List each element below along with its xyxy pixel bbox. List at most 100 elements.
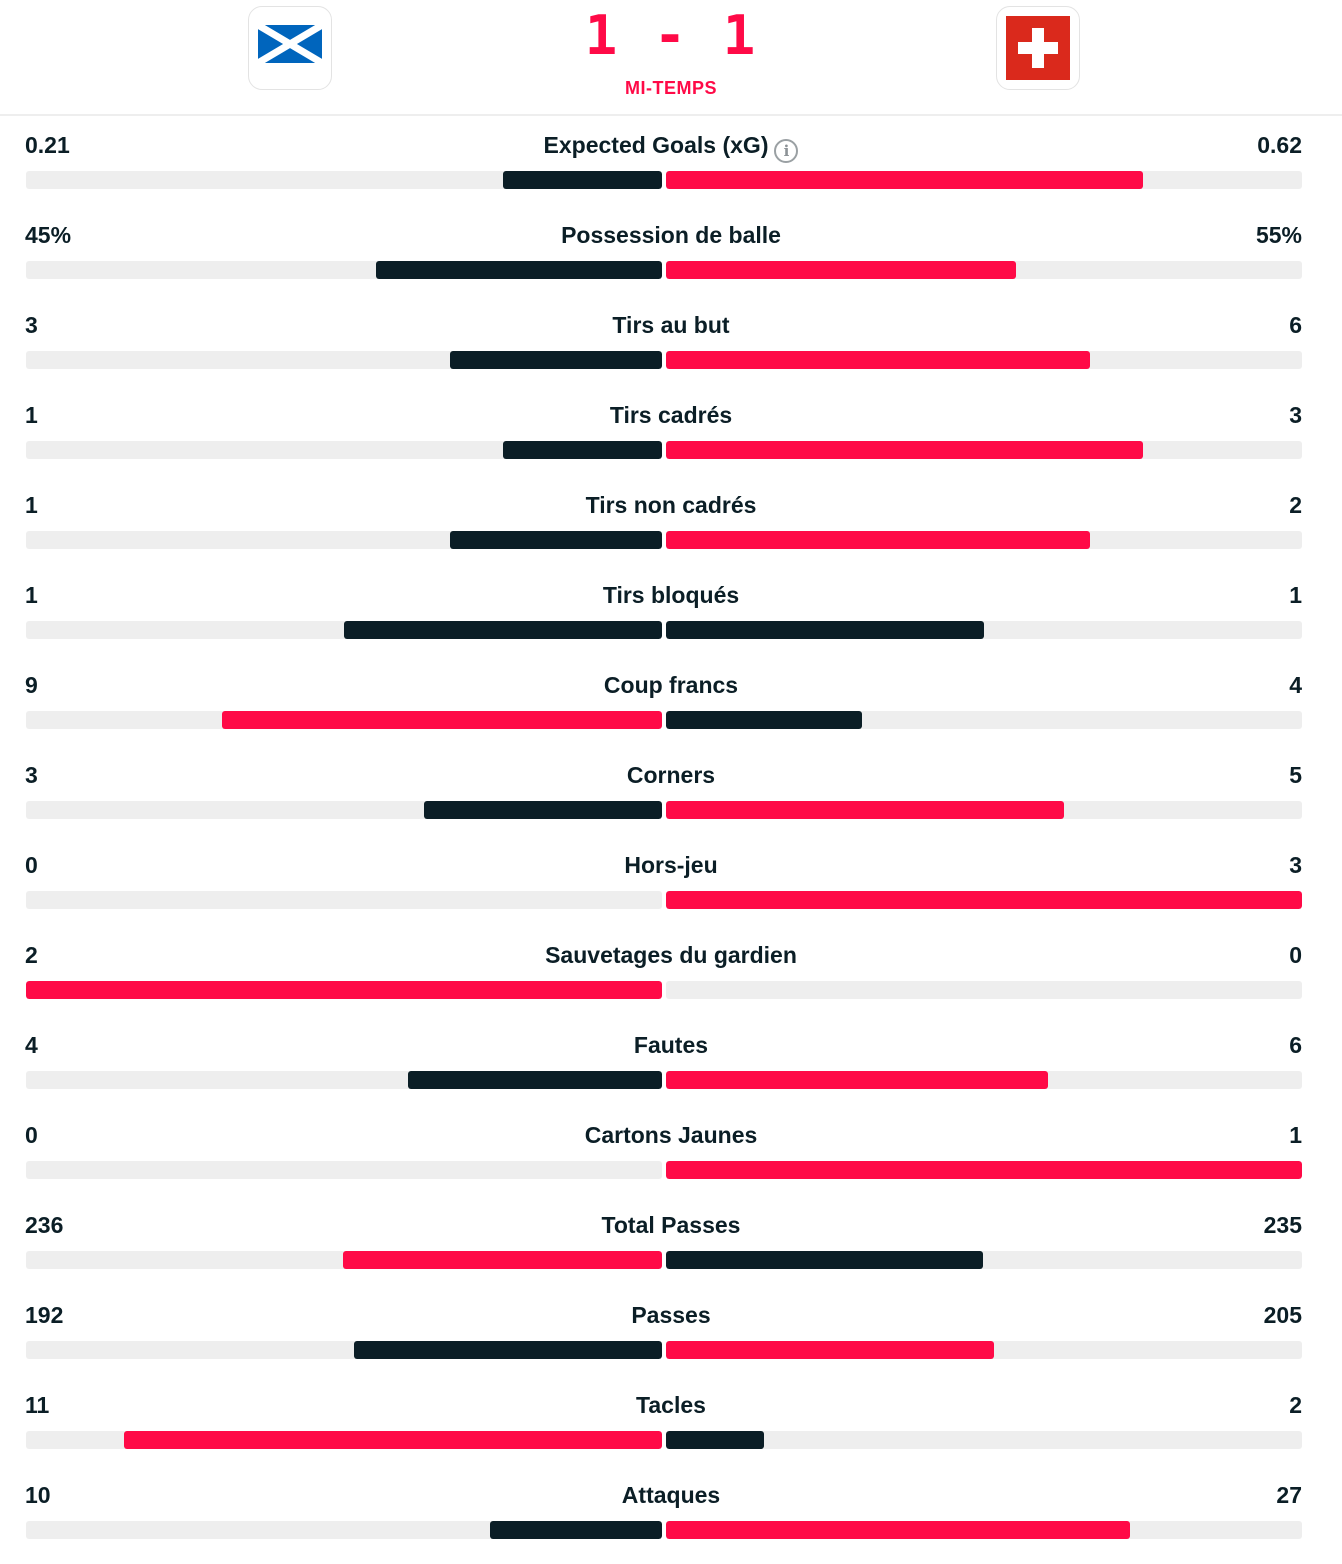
stat-label: Hors-jeu [371,852,971,879]
stat-home-bar [503,441,662,459]
stat-label-text: Tirs bloqués [602,582,740,608]
stat-label: Tirs cadrés [371,402,971,429]
stat-away-bar [666,1341,995,1359]
stat-away-value: 55% [1255,222,1302,248]
stat-label-text: Hors-jeu [624,852,718,878]
home-team-flag[interactable] [248,6,332,90]
stat-away-bar-track [666,621,1302,639]
stat-home-bar-track [26,1251,662,1269]
stat-row: 4 Fautes 6 [0,1024,1342,1114]
stat-away-bar-track [666,1161,1302,1179]
stat-home-bar-track [26,981,662,999]
stat-home-value: 0 [25,852,38,878]
stat-home-value: 1 [25,582,38,608]
stat-row: 0 Hors-jeu 3 [0,844,1342,934]
stat-home-bar-track [26,801,662,819]
stat-away-bar-track [666,261,1302,279]
match-header: 1 - 1 MI-TEMPS [0,0,1342,116]
stat-away-bar-track [666,1431,1302,1449]
stat-home-bar [375,261,662,279]
stat-row: 3 Corners 5 [0,754,1342,844]
stat-label: Cartons Jaunes [371,1122,971,1149]
stat-away-bar [666,261,1016,279]
stat-away-bar [666,891,1302,909]
stat-home-value: 3 [25,762,38,788]
stat-label-text: Coup francs [603,672,739,698]
stat-away-value: 2 [1289,1392,1302,1418]
stat-row: 0.21 Expected Goals (xG) i 0.62 [0,124,1342,214]
stat-home-bar-track [26,1341,662,1359]
stat-home-bar-track [26,1161,662,1179]
stat-label-text: Cartons Jaunes [584,1122,758,1148]
stat-home-bar-track [26,351,662,369]
stat-away-bar-track [666,171,1302,189]
stat-home-value: 0.21 [25,132,70,158]
stat-away-bar-track [666,711,1302,729]
stat-label: Tirs non cadrés [371,492,971,519]
stat-away-bar [666,801,1064,819]
stat-away-value: 27 [1276,1482,1302,1508]
stat-row: 1 Tirs non cadrés 2 [0,484,1342,574]
stat-label-text: Tirs non cadrés [585,492,757,518]
stat-away-bar-track [666,441,1302,459]
stat-home-bar-track [26,531,662,549]
stat-home-value: 11 [25,1392,50,1418]
stat-away-bar [666,171,1143,189]
stat-home-bar [407,1071,662,1089]
stat-home-bar-track [26,891,662,909]
stat-away-bar-track [666,981,1302,999]
stat-label: Attaques [371,1482,971,1509]
stat-home-bar-track [26,621,662,639]
stats-list: 0.21 Expected Goals (xG) i 0.62 45% Possessio… [0,124,1342,1564]
stat-home-bar [354,1341,662,1359]
stat-label-text: Fautes [633,1032,709,1058]
stat-away-bar-track [666,1071,1302,1089]
info-icon[interactable]: i [774,139,799,163]
stat-home-bar-track [26,261,662,279]
stat-home-value: 0 [25,1122,38,1148]
stat-row: 10 Attaques 27 [0,1474,1342,1564]
stat-label: Possession de balle [371,222,971,249]
stat-away-value: 3 [1289,852,1302,878]
stat-away-value: 235 [1263,1212,1302,1238]
stat-row: 45% Possession de balle 55% [0,214,1342,304]
stat-label-text: Total Passes [601,1212,741,1238]
stat-away-bar-track [666,1251,1302,1269]
stat-away-bar [666,1431,764,1449]
stat-row: 9 Coup francs 4 [0,664,1342,754]
stat-away-bar [666,711,862,729]
stat-home-bar-track [26,441,662,459]
stat-row: 1 Tirs bloqués 1 [0,574,1342,664]
stat-label-text: Tirs cadrés [609,402,733,428]
away-team-flag[interactable] [996,6,1080,90]
stat-home-value: 1 [25,492,38,518]
stat-away-value: 0.62 [1257,132,1302,158]
stat-home-bar [343,1251,662,1269]
stat-home-bar-track [26,171,662,189]
stat-home-bar-track [26,1071,662,1089]
stat-label-text: Tacles [636,1392,706,1418]
scotland-flag-icon [258,25,322,63]
stat-away-value: 1 [1289,582,1302,608]
stat-away-bar-track [666,351,1302,369]
stat-home-value: 10 [25,1482,51,1508]
stat-away-bar-track [666,891,1302,909]
stat-label: Tirs bloqués [371,582,971,609]
stat-away-value: 5 [1289,762,1302,788]
stat-row: 1 Tirs cadrés 3 [0,394,1342,484]
stat-away-value: 6 [1289,312,1302,338]
stat-away-value: 205 [1263,1302,1302,1328]
stat-home-bar-track [26,1431,662,1449]
stat-row: 0 Cartons Jaunes 1 [0,1114,1342,1204]
switzerland-flag-icon [1006,16,1070,80]
stat-label-text: Sauvetages du gardien [545,942,797,968]
stat-home-bar [221,711,662,729]
stat-away-bar [666,621,984,639]
stat-home-bar-track [26,1521,662,1539]
stat-away-bar [666,531,1091,549]
stat-home-bar [450,531,662,549]
stat-away-bar [666,441,1143,459]
stat-home-value: 3 [25,312,38,338]
stat-home-value: 192 [25,1302,64,1328]
stat-home-bar [503,171,662,189]
